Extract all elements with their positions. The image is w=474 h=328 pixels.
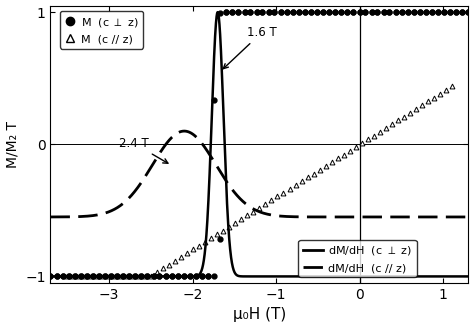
Y-axis label: M/M₂ T: M/M₂ T bbox=[6, 121, 19, 168]
Legend: dM/dH  (c $\perp$ z), dM/dH  (c // z): dM/dH (c $\perp$ z), dM/dH (c // z) bbox=[299, 240, 417, 277]
X-axis label: μ₀H (T): μ₀H (T) bbox=[233, 307, 286, 322]
Text: 1.6 T: 1.6 T bbox=[223, 26, 277, 69]
Text: 2.4 T: 2.4 T bbox=[119, 137, 168, 163]
